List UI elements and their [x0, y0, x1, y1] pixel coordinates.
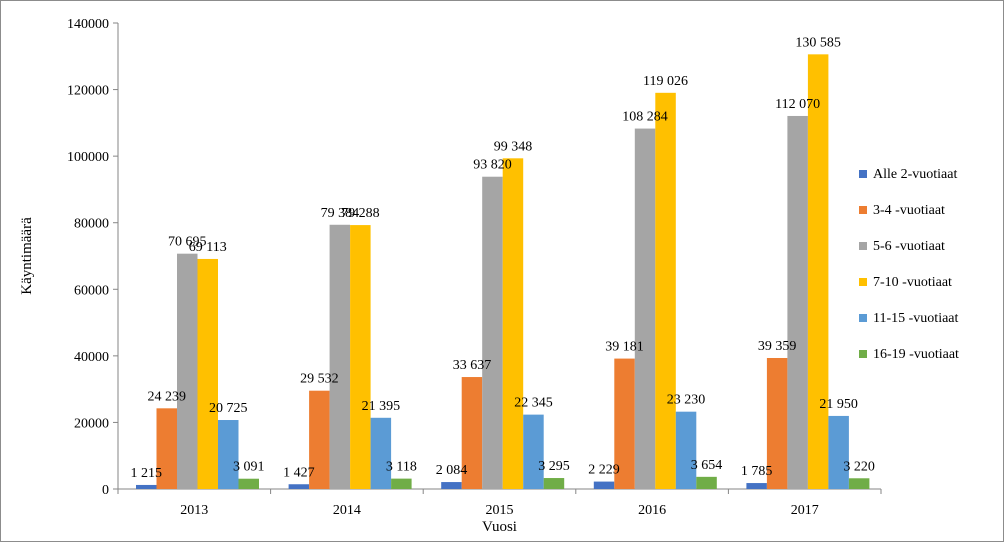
y-axis-title: Käyntimäärä [19, 217, 35, 295]
data-label: 99 348 [494, 139, 533, 154]
legend-label: Alle 2-vuotiaat [873, 167, 957, 182]
data-label: 69 113 [189, 240, 227, 255]
legend-swatch [859, 206, 867, 214]
data-label: 112 070 [775, 97, 820, 112]
data-label: 21 950 [819, 397, 858, 412]
bar [828, 415, 849, 489]
legend-swatch [859, 242, 867, 250]
x-tick-label: 2016 [638, 503, 666, 518]
bar [614, 358, 635, 489]
data-label: 23 230 [667, 393, 706, 408]
bar [543, 478, 565, 489]
y-tick-label: 0 [102, 483, 109, 498]
data-label: 2 229 [588, 463, 620, 478]
bar [156, 408, 177, 489]
data-label: 108 284 [622, 110, 668, 125]
bar [177, 253, 198, 489]
data-label: 79 288 [341, 206, 380, 221]
data-label: 24 239 [148, 389, 187, 404]
bar [675, 411, 697, 489]
data-label: 39 359 [758, 339, 797, 354]
bar [848, 478, 870, 489]
data-label: 1 785 [741, 464, 773, 479]
legend-swatch [859, 314, 867, 322]
bar [655, 92, 676, 490]
bar [288, 484, 310, 489]
bar [136, 484, 157, 489]
legend-label: 3-4 -vuotiaat [873, 203, 945, 218]
x-tick-label: 2013 [180, 503, 208, 518]
data-label: 39 181 [605, 340, 644, 355]
data-label: 1 215 [131, 466, 163, 481]
legend-label: 16-19 -vuotiaat [873, 347, 959, 362]
x-tick-label: 2017 [791, 503, 819, 518]
data-label: 2 084 [436, 463, 468, 478]
y-tick-labels: 0 20000 40000 60000 80000 100000 120000 140000 [67, 17, 109, 498]
data-label: 3 295 [538, 459, 570, 474]
bar [634, 128, 656, 489]
x-tick-labels: 2013 2014 2015 2016 2017 [180, 503, 818, 518]
bar [218, 420, 239, 489]
x-axis-title: Vuosi [482, 519, 517, 535]
data-label: 3 220 [843, 459, 875, 474]
y-tick-label: 120000 [67, 84, 109, 99]
data-label: 20 725 [209, 401, 248, 416]
data-label: 1 427 [283, 465, 315, 480]
bar [238, 478, 259, 489]
legend-label: 11-15 -vuotiaat [873, 311, 959, 326]
bar [593, 481, 615, 489]
y-tick-label: 20000 [74, 416, 109, 431]
bar [350, 225, 371, 489]
bar-series [136, 54, 870, 490]
data-label: 130 585 [795, 35, 841, 50]
bar [461, 377, 483, 489]
y-tick-label: 100000 [67, 150, 109, 165]
legend-label: 5-6 -vuotiaat [873, 239, 945, 254]
bar [766, 357, 788, 489]
bar [807, 54, 829, 489]
data-label: 29 532 [300, 372, 339, 387]
data-label: 3 654 [691, 458, 723, 473]
data-label: 70 695 [168, 235, 207, 250]
data-label: 3 091 [233, 460, 265, 475]
y-tick-label: 80000 [74, 217, 109, 232]
data-label: 21 395 [362, 399, 401, 414]
data-label: 22 345 [514, 396, 553, 411]
data-label: 3 118 [386, 460, 417, 475]
legend: Alle 2-vuotiaat 3-4 -vuotiaat 5-6 -vuotiaa… [859, 167, 959, 362]
data-label: 119 026 [643, 74, 688, 89]
legend-swatch [859, 350, 867, 358]
y-tick-label: 140000 [67, 17, 109, 32]
y-tick-label: 40000 [74, 350, 109, 365]
bar [391, 478, 412, 489]
bar [502, 158, 524, 489]
bar [482, 176, 503, 489]
bar [523, 414, 544, 489]
bar [197, 258, 218, 489]
bar [746, 483, 767, 489]
bar [309, 390, 330, 489]
data-label: 33 637 [453, 358, 492, 373]
y-tick-label: 60000 [74, 283, 109, 298]
bar [787, 115, 808, 489]
bar [370, 417, 392, 489]
legend-label: 7-10 -vuotiaat [873, 275, 952, 290]
bar [441, 482, 462, 489]
legend-swatch [859, 170, 867, 178]
data-label: 93 820 [473, 158, 512, 173]
data-labels: 1 215 1 427 2 084 2 229 1 785 24 239 29 532 33 … [131, 35, 875, 481]
x-tick-label: 2014 [333, 503, 361, 518]
data-label: 79 384 [321, 206, 360, 221]
legend-swatch [859, 278, 867, 286]
bar [329, 224, 351, 489]
bar [696, 476, 717, 489]
x-tick-label: 2015 [486, 503, 514, 518]
